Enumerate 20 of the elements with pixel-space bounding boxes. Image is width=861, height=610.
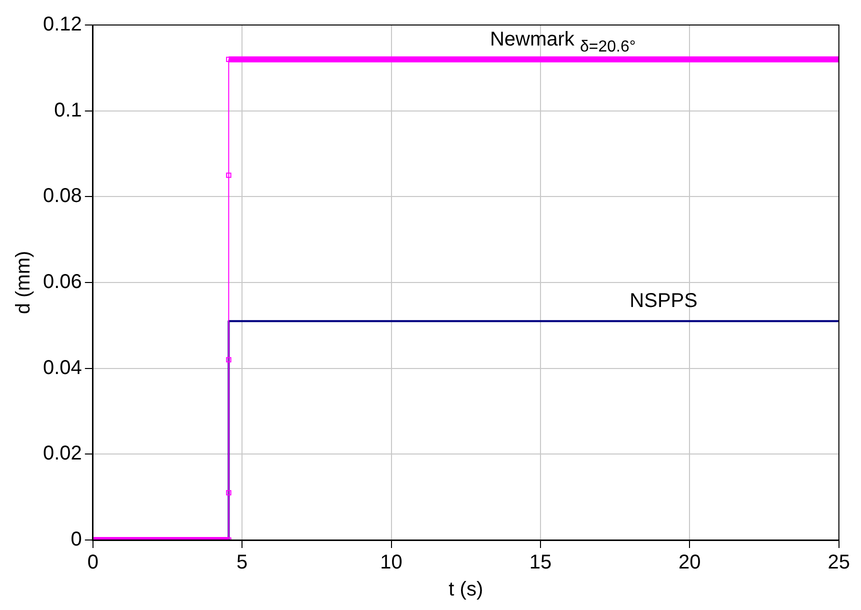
point <box>226 172 232 178</box>
x-tick-label: 15 <box>529 552 552 574</box>
series-label: NSPPS <box>630 290 698 312</box>
series-label: Newmark δ=20.6° <box>490 28 636 56</box>
y-tick-label: 0 <box>70 528 82 551</box>
y-tick-label: 0.1 <box>54 99 82 122</box>
y-tick-label: 0.12 <box>42 14 82 36</box>
y-tick-label: 0.04 <box>42 356 82 379</box>
x-tick-label: 0 <box>87 552 98 574</box>
y-axis-title: d (mm) <box>12 250 35 314</box>
x-tick-label: 10 <box>380 552 402 574</box>
y-tick-label: 0.02 <box>42 442 82 465</box>
y-tick-label: 0.06 <box>42 271 82 294</box>
x-tick-label: 20 <box>678 552 701 574</box>
x-tick-label: 25 <box>828 552 850 574</box>
point <box>226 490 232 496</box>
point <box>226 357 232 362</box>
x-tick-label: 5 <box>236 552 248 574</box>
x-axis-title: t (s) <box>448 578 484 601</box>
y-tick-label: 0.08 <box>42 185 82 208</box>
